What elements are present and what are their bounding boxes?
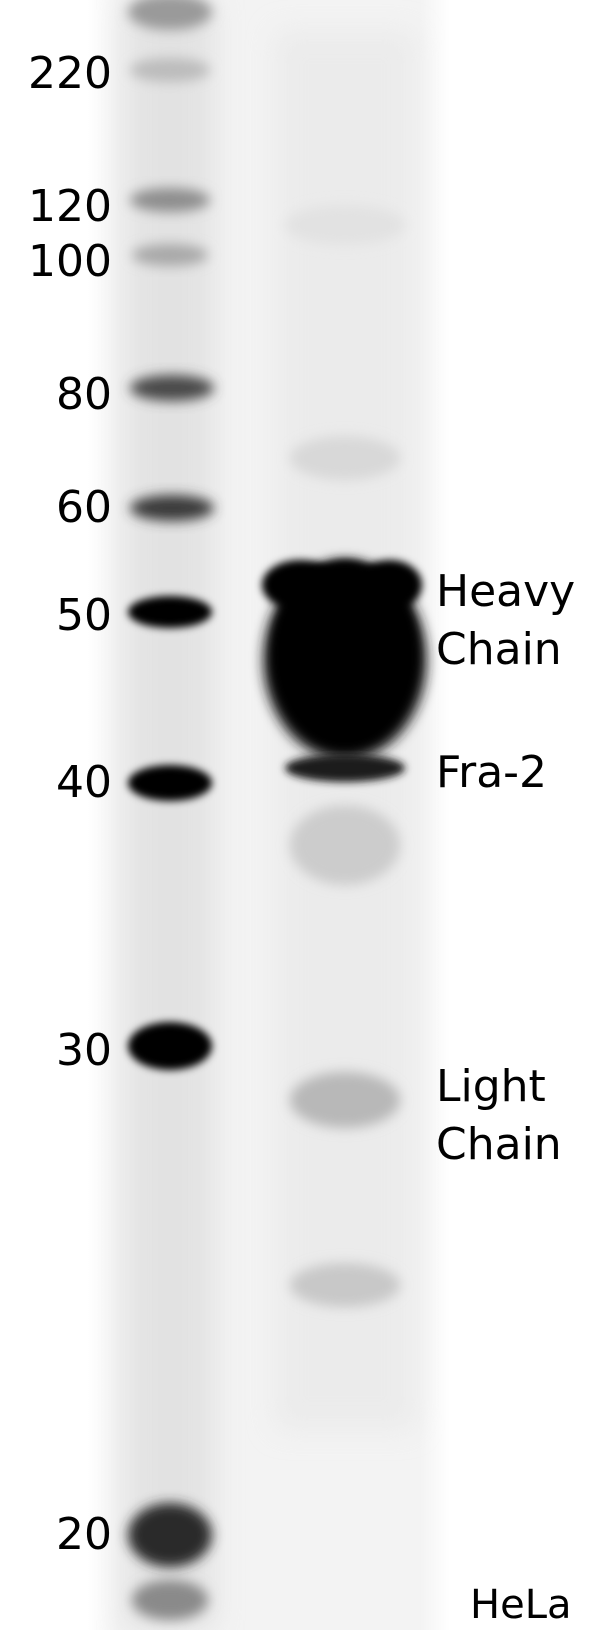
mw-label-120: 120 (28, 181, 112, 232)
mw-label-60: 60 (56, 482, 112, 533)
mw-label-20: 20 (56, 1509, 112, 1560)
mw-label-50: 50 (56, 590, 112, 641)
sample-band-faint-upper (290, 436, 400, 480)
mw-label-40: 40 (56, 757, 112, 808)
ladder-band-top (128, 0, 212, 30)
ladder-band-30 (128, 1022, 212, 1070)
ladder-band-40 (128, 765, 212, 801)
heavy-chain-label-line1: Heavy (436, 566, 576, 617)
membrane-edge-left (88, 0, 118, 1630)
mw-label-30: 30 (56, 1025, 112, 1076)
heavy-chain-top-lobe-right (358, 560, 422, 610)
sample-smear-below (290, 805, 400, 885)
heavy-chain-top-lobe-left (262, 560, 338, 610)
membrane-edge-right (420, 0, 450, 1630)
fra2-label: Fra-2 (436, 747, 548, 798)
mw-label-100: 100 (28, 236, 112, 287)
sample-band-faint-top (285, 205, 405, 245)
ladder-band-220 (130, 58, 210, 82)
heavy-chain-label: Heavy Chain (436, 563, 575, 679)
light-chain-band (290, 1072, 400, 1128)
fra2-band (285, 754, 405, 782)
sample-label: HeLa (470, 1582, 572, 1628)
ladder-lane-smear (125, 0, 215, 1630)
sample-lane (262, 30, 427, 1430)
ladder-lane (125, 0, 215, 1630)
light-chain-label: Light Chain (436, 1058, 562, 1174)
mw-label-220: 220 (28, 48, 112, 99)
heavy-chain-label-line2: Chain (436, 624, 562, 675)
ladder-band-bottom (132, 1580, 208, 1620)
light-chain-label-line2: Chain (436, 1119, 562, 1170)
ladder-band-60 (130, 495, 214, 521)
ladder-band-120 (130, 188, 210, 212)
light-chain-label-line1: Light (436, 1061, 546, 1112)
sample-band-lower (290, 1263, 400, 1307)
mw-label-80: 80 (56, 369, 112, 420)
ladder-band-50 (128, 596, 212, 628)
ladder-band-100 (132, 244, 208, 266)
ladder-band-80 (130, 375, 214, 401)
ladder-band-20 (128, 1503, 212, 1567)
